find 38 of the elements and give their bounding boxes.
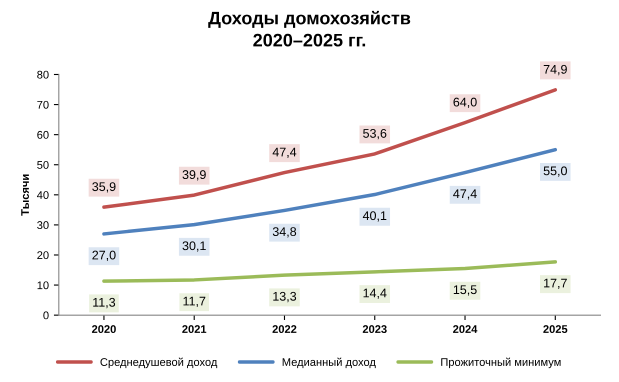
data-label: 11,3 bbox=[93, 298, 116, 308]
legend-label: Среднедушевой доход bbox=[100, 358, 218, 368]
x-tick-label: 2020 bbox=[92, 325, 116, 334]
legend-label: Прожиточный минимум bbox=[441, 358, 561, 368]
y-tick-label: 20 bbox=[37, 251, 49, 260]
y-axis-title: Тысячи bbox=[21, 174, 29, 216]
x-tick-label: 2022 bbox=[272, 325, 296, 334]
data-label: 47,4 bbox=[272, 148, 296, 158]
x-tick-label: 2025 bbox=[543, 325, 568, 334]
data-label: 35,9 bbox=[92, 182, 116, 193]
y-tick-label: 40 bbox=[36, 191, 49, 199]
x-tick-label: 2024 bbox=[453, 325, 478, 334]
y-tick-label: 60 bbox=[37, 130, 49, 139]
data-label: 34,8 bbox=[272, 227, 296, 238]
data-label: 53,6 bbox=[363, 128, 386, 140]
y-tick-label: 80 bbox=[37, 70, 49, 79]
data-label: 15,5 bbox=[454, 285, 477, 296]
data-label: 39,9 bbox=[182, 170, 206, 181]
x-tick-label: 2023 bbox=[362, 325, 387, 334]
y-tick-label: 10 bbox=[38, 281, 49, 290]
y-tick-label: 70 bbox=[37, 100, 49, 109]
data-label: 17,7 bbox=[544, 278, 567, 289]
data-label: 40,1 bbox=[362, 211, 386, 222]
data-label: 30,1 bbox=[182, 241, 206, 252]
data-label: 11,7 bbox=[183, 296, 206, 308]
y-tick-label: 50 bbox=[37, 161, 49, 169]
data-label: 55,0 bbox=[544, 166, 567, 177]
chart-title: Доходы домохозяйств 2020–2025 гг. bbox=[208, 10, 410, 47]
legend-label: Медианный доход bbox=[282, 358, 376, 368]
data-label: 74,9 bbox=[544, 64, 567, 76]
y-tick-label: 0 bbox=[43, 311, 49, 320]
data-label: 13,3 bbox=[273, 292, 296, 302]
data-label: 14,4 bbox=[364, 288, 387, 299]
y-tick-label: 30 bbox=[37, 221, 49, 230]
data-label: 47,4 bbox=[453, 189, 477, 200]
data-label: 64,0 bbox=[453, 98, 477, 108]
x-tick-label: 2021 bbox=[182, 325, 206, 334]
data-label: 27,0 bbox=[92, 250, 116, 261]
